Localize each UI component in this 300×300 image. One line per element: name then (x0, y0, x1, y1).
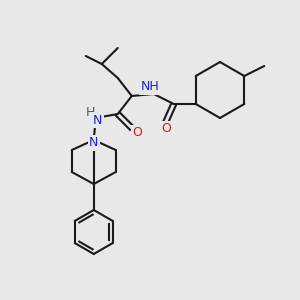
Text: O: O (161, 122, 171, 136)
Text: NH: NH (140, 80, 159, 94)
Text: N: N (93, 113, 102, 127)
Text: O: O (132, 127, 142, 140)
Text: H: H (86, 106, 95, 119)
Text: N: N (89, 136, 98, 149)
